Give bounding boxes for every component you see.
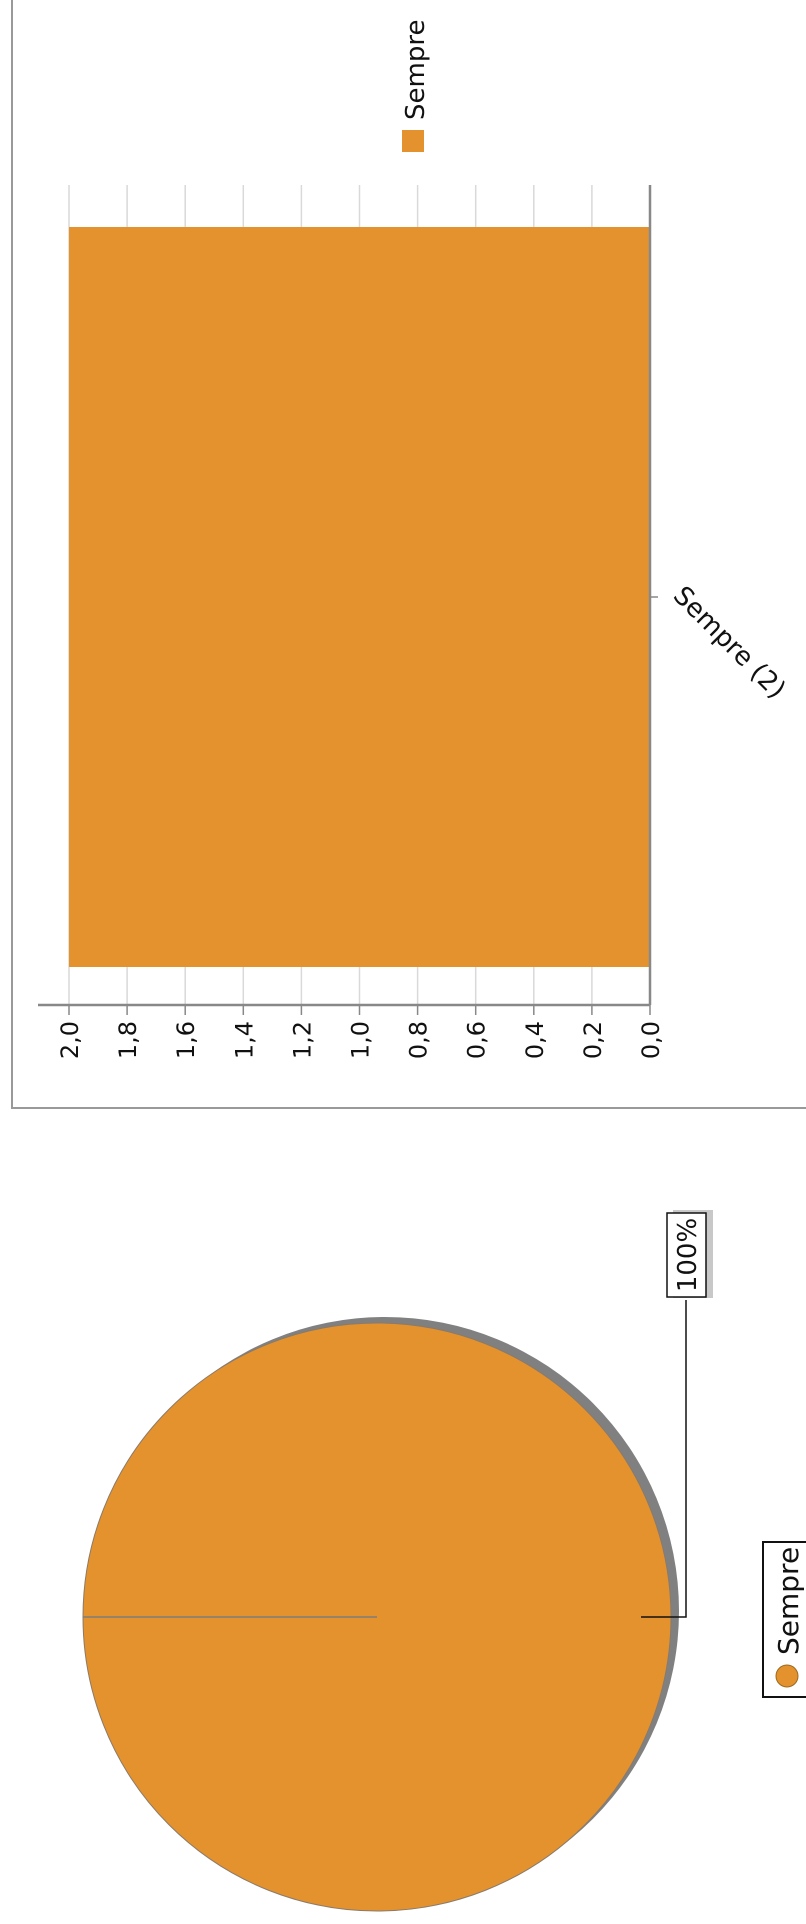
pie-chart-legend: Sempre — [762, 1541, 806, 1698]
value-axis-tick-label: 1,2 — [288, 1021, 316, 1059]
value-axis-tick-label: 0,6 — [463, 1021, 491, 1059]
pie-leader-line — [641, 1300, 687, 1618]
bar-chart: 0,0 0,2 0,4 0,6 0,8 1,0 1,2 1,4 1,6 1,8 2,0 Sempre … — [38, 185, 791, 1059]
category-axis-label: Sempre (2) — [667, 581, 791, 705]
value-axis-tick-label: 1,4 — [230, 1021, 258, 1059]
value-axis-tick-label: 1,8 — [114, 1021, 142, 1059]
value-axis-tick-label: 0,8 — [405, 1021, 433, 1059]
value-axis-tick-label: 2,0 — [56, 1021, 84, 1059]
pie-legend-box — [762, 1541, 806, 1698]
value-axis-tick-label: 1,6 — [172, 1021, 200, 1059]
value-axis-tick-label: 0,4 — [521, 1021, 549, 1059]
bar-chart-legend: Sempre — [401, 20, 431, 152]
pie-data-label: 100% — [673, 1218, 703, 1292]
pie-chart: 100% — [82, 1210, 713, 1912]
legend-swatch-sempre — [402, 130, 424, 152]
pie-label-box — [666, 1212, 707, 1298]
value-axis-tick-label: 1,0 — [347, 1021, 375, 1059]
pie-legend-label-sempre: Sempre — [772, 1547, 805, 1655]
pie-legend-swatch-sempre — [775, 1664, 799, 1688]
value-axis-tick-label: 0,0 — [637, 1021, 665, 1059]
bar-sempre — [69, 227, 650, 967]
legend-label-sempre: Sempre — [401, 20, 431, 120]
value-axis-tick-label: 0,2 — [579, 1021, 607, 1059]
bar-chart-frame — [11, 0, 806, 1109]
